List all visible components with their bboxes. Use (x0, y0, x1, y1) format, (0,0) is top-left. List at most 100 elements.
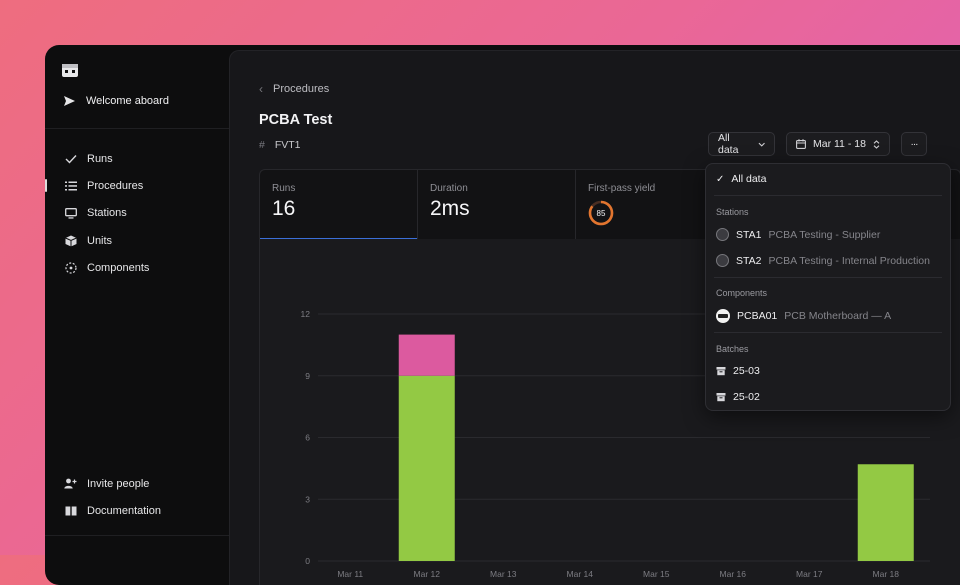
menu-section-batches: Batches (716, 344, 749, 354)
app-window: Welcome aboard Runs Procedures Stations … (45, 45, 960, 585)
bar-pass (398, 375, 455, 561)
menu-item-batch-25-02[interactable]: 25-02 (716, 391, 760, 403)
y-tick-label: 12 (301, 309, 311, 319)
welcome-label: Welcome aboard (86, 95, 169, 107)
y-tick-label: 3 (305, 494, 310, 504)
menu-item-station-sta1[interactable]: STA1 PCBA Testing - Supplier (716, 228, 880, 241)
batch-label: 25-03 (733, 365, 760, 377)
breadcrumb[interactable]: ‹ Procedures (259, 82, 329, 96)
station-icon (716, 228, 729, 241)
x-tick-label: Mar 15 (643, 569, 670, 579)
cube-icon (64, 234, 77, 247)
menu-item-label: All data (731, 173, 767, 185)
menu-divider (714, 332, 942, 333)
stat-runs[interactable]: Runs 16 (260, 170, 418, 240)
menu-divider (714, 277, 942, 278)
component-code: PCBA01 (737, 310, 778, 322)
menu-item-batch-25-03[interactable]: 25-03 (716, 365, 760, 377)
list-icon (64, 179, 77, 192)
stat-value: 2ms (430, 197, 470, 220)
menu-item-station-sta2[interactable]: STA2 PCBA Testing - Internal Production (716, 254, 930, 267)
menu-divider (714, 195, 942, 196)
sidebar-item-stations[interactable]: Stations (45, 200, 229, 227)
batch-label: 25-02 (733, 391, 760, 403)
filter-dropdown-menu: ✓ All data Stations STA1 PCBA Testing - … (705, 163, 951, 411)
sidebar-item-label: Units (87, 234, 113, 247)
menu-item-all-data[interactable]: ✓ All data (716, 173, 766, 185)
sidebar-item-units[interactable]: Units (45, 227, 229, 254)
stat-label: Runs (272, 183, 296, 194)
sidebar-item-label: Documentation (87, 504, 161, 517)
menu-item-component-pcba01[interactable]: PCBA01 PCB Motherboard — A (716, 309, 891, 323)
x-tick-label: Mar 12 (414, 569, 441, 579)
calendar-icon (796, 139, 806, 149)
check-icon (64, 152, 77, 165)
stat-value: 16 (272, 197, 296, 220)
bar-chart: 0 3 6 9 12 Mar 11 Mar 12 Mar 13 Mar 14 Mar 15 Mar … (301, 309, 930, 579)
x-tick-label: Mar 17 (796, 569, 823, 579)
menu-section-components: Components (716, 288, 768, 298)
sidebar-item-runs[interactable]: Runs (45, 145, 229, 172)
station-code: STA2 (736, 254, 762, 267)
x-tick-label: Mar 11 (337, 569, 363, 579)
sidebar-nav: Runs Procedures Stations Units Component… (45, 145, 229, 281)
documentation-item[interactable]: Documentation (45, 497, 229, 524)
check-icon: ✓ (716, 173, 725, 185)
station-icon (716, 254, 729, 267)
component-icon (64, 261, 77, 274)
sidebar-divider (45, 535, 229, 536)
filter-dropdown-button[interactable]: All data (708, 132, 775, 156)
archive-icon (716, 367, 726, 376)
page-title: PCBA Test (259, 112, 333, 128)
y-tick-label: 0 (305, 556, 310, 566)
app-logo-icon[interactable] (61, 61, 79, 79)
sidebar-bottom: Invite people Documentation (45, 470, 229, 524)
stat-label: First-pass yield (588, 183, 656, 194)
invite-people-item[interactable]: Invite people (45, 470, 229, 497)
component-name: PCB Motherboard — A (784, 310, 892, 322)
y-tick-label: 9 (305, 371, 310, 381)
sidebar-item-components[interactable]: Components (45, 254, 229, 281)
welcome-item[interactable]: Welcome aboard (63, 95, 169, 107)
breadcrumb-parent[interactable]: Procedures (273, 83, 330, 95)
station-name: PCBA Testing - Internal Production (768, 254, 930, 267)
send-icon (64, 96, 75, 106)
sidebar-item-label: Stations (87, 207, 127, 220)
more-options-button[interactable]: ··· (901, 132, 927, 156)
y-tick-label: 6 (305, 433, 310, 443)
more-icon: ··· (910, 138, 919, 150)
sidebar-item-procedures[interactable]: Procedures (45, 172, 229, 199)
add-user-icon (64, 477, 77, 490)
component-chip-icon (716, 309, 730, 323)
station-name: PCBA Testing - Supplier (768, 228, 881, 241)
station-code: STA1 (736, 228, 762, 241)
sidebar: Welcome aboard Runs Procedures Stations … (45, 45, 229, 585)
sidebar-item-label: Invite people (87, 477, 150, 490)
menu-section-stations: Stations (716, 207, 749, 217)
sidebar-item-label: Procedures (87, 179, 144, 192)
date-range-label: Mar 11 - 18 (813, 138, 866, 150)
stat-label: Duration (430, 183, 468, 194)
chevron-left-icon: ‹ (259, 82, 263, 96)
date-range-button[interactable]: Mar 11 - 18 (786, 132, 890, 156)
hash-icon: # (259, 139, 265, 151)
yield-ring: 85 (588, 200, 614, 226)
chevron-down-icon (758, 142, 765, 147)
chevron-updown-icon (873, 139, 880, 149)
x-tick-label: Mar 18 (873, 569, 900, 579)
book-icon (64, 504, 77, 517)
monitor-icon (64, 207, 77, 220)
archive-icon (716, 393, 726, 402)
procedure-code-value: FVT1 (274, 139, 301, 151)
bar-fail (398, 334, 455, 376)
sidebar-item-label: Runs (87, 152, 113, 165)
x-tick-label: Mar 13 (490, 569, 517, 579)
x-tick-label: Mar 16 (720, 569, 747, 579)
filter-label: All data (718, 132, 739, 156)
stat-duration[interactable]: Duration 2ms (418, 170, 576, 240)
bar-pass (857, 464, 914, 561)
yield-value: 85 (596, 208, 606, 218)
sidebar-item-label: Components (87, 261, 150, 274)
x-tick-label: Mar 14 (567, 569, 594, 579)
sidebar-divider (45, 128, 229, 129)
